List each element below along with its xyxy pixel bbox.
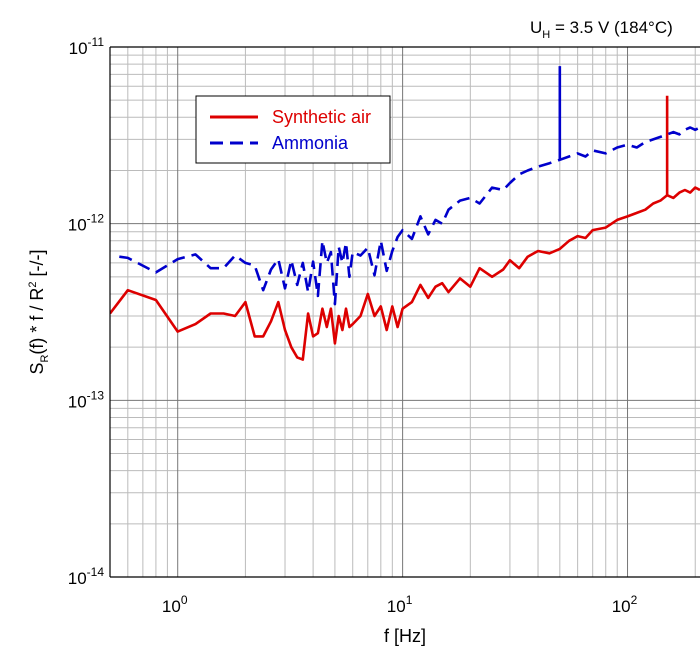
y-tick-exp: -12 bbox=[87, 212, 105, 226]
annotation-u: U bbox=[530, 18, 542, 37]
y-axis-title: SR(f) * f / R2 [-/-] bbox=[27, 249, 51, 374]
plot-series bbox=[110, 66, 700, 361]
annotation-sub: H bbox=[542, 29, 550, 41]
y-tick-exp: -14 bbox=[87, 565, 105, 579]
y-tick-label: 10-13 bbox=[68, 388, 105, 411]
legend-label-ammonia: Ammonia bbox=[272, 133, 349, 153]
legend: Synthetic air Ammonia bbox=[195, 95, 391, 164]
y-tick-label: 10-14 bbox=[68, 565, 105, 588]
y-title-sup: 2 bbox=[27, 281, 39, 287]
condition-annotation: UH = 3.5 V (184°C) bbox=[530, 18, 673, 41]
y-tick-label: 10-12 bbox=[68, 212, 105, 235]
plot-frame bbox=[109, 46, 700, 578]
y-tick-base: 10 bbox=[68, 569, 87, 588]
y-title-s: S bbox=[27, 363, 47, 375]
x-tick-base: 10 bbox=[162, 597, 181, 616]
series-line-ammonia bbox=[119, 126, 700, 306]
y-tick-label: 10-11 bbox=[69, 35, 105, 58]
y-title-mid: (f) * f / R bbox=[27, 288, 47, 355]
y-tick-base: 10 bbox=[68, 392, 87, 411]
x-tick-label: 100 bbox=[162, 593, 188, 616]
y-tick-exp: -11 bbox=[88, 35, 105, 49]
x-tick-exp: 0 bbox=[181, 593, 188, 607]
y-tick-base: 10 bbox=[68, 216, 87, 235]
legend-label-synthetic-air: Synthetic air bbox=[272, 107, 371, 127]
x-tick-exp: 2 bbox=[631, 593, 638, 607]
y-tick-exp: -13 bbox=[87, 388, 105, 402]
x-tick-label: 101 bbox=[387, 593, 413, 616]
x-tick-label: 102 bbox=[612, 593, 638, 616]
y-title-end: [-/-] bbox=[27, 249, 47, 281]
y-tick-base: 10 bbox=[69, 39, 88, 58]
x-tick-exp: 1 bbox=[406, 593, 413, 607]
legend-box bbox=[195, 95, 391, 164]
x-axis-ticks: 100 101 102 bbox=[162, 593, 638, 616]
series-line-synthetic-air bbox=[110, 186, 700, 361]
annotation-rest: = 3.5 V (184°C) bbox=[550, 18, 673, 37]
x-tick-base: 10 bbox=[612, 597, 631, 616]
x-tick-base: 10 bbox=[387, 597, 406, 616]
y-title-sub: R bbox=[39, 355, 51, 363]
x-axis-title: f [Hz] bbox=[384, 626, 426, 646]
